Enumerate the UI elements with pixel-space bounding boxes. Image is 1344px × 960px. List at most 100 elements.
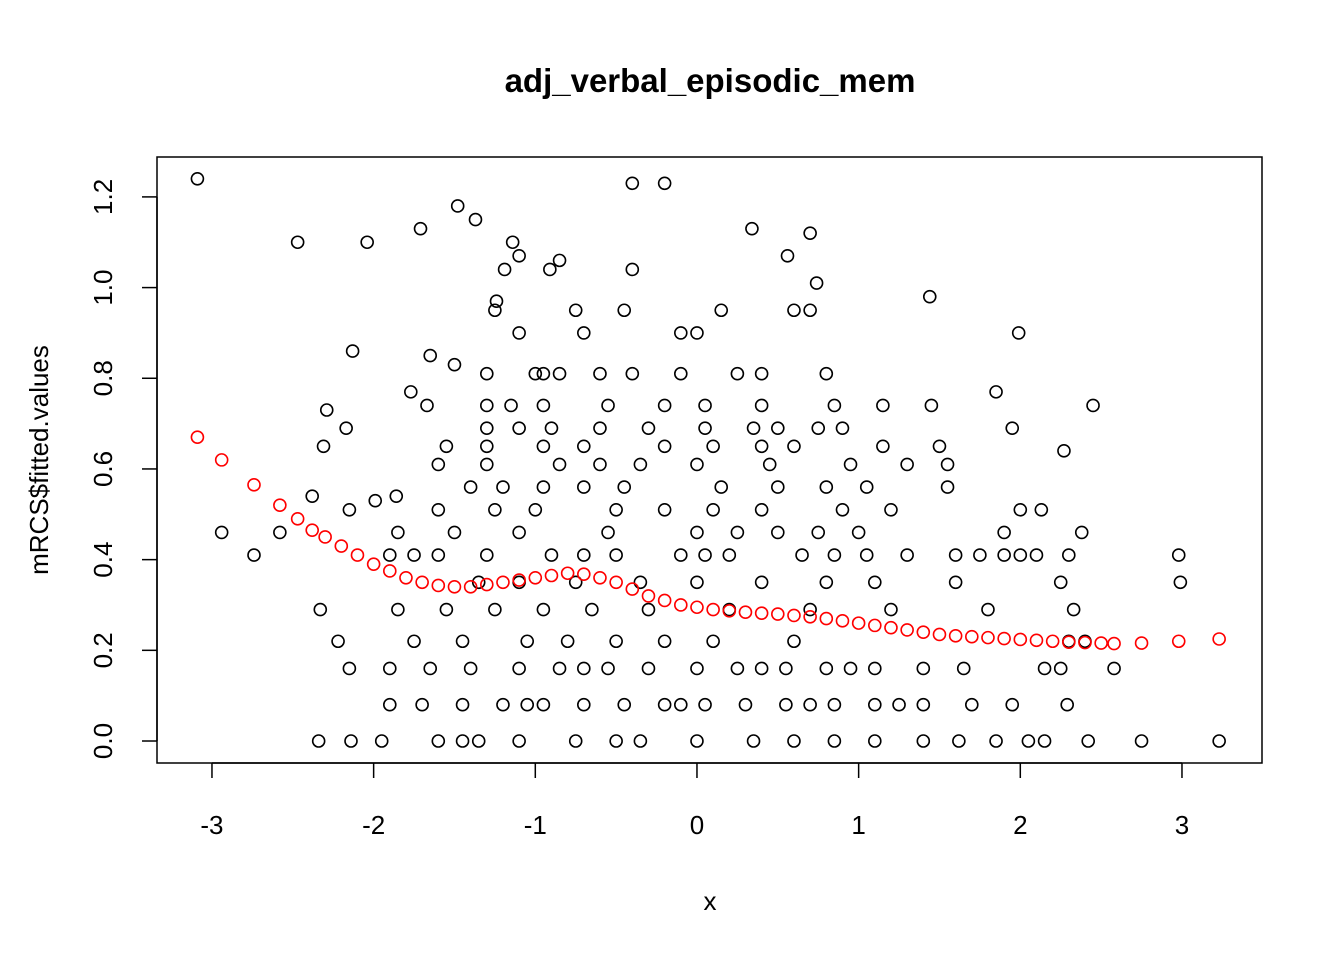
point: [389, 489, 404, 503]
point: [601, 525, 615, 540]
point: [625, 262, 640, 277]
point: [754, 366, 769, 381]
point: [431, 457, 446, 472]
point: [1134, 734, 1149, 748]
point: [247, 478, 261, 492]
point: [305, 523, 320, 537]
point: [463, 480, 478, 494]
point: [948, 629, 963, 643]
point: [536, 602, 551, 617]
x-tick-label: 2: [1013, 810, 1027, 840]
point: [803, 609, 817, 624]
point: [480, 398, 494, 413]
point: [754, 606, 769, 620]
point: [318, 530, 332, 544]
point: [214, 453, 229, 467]
point: [657, 176, 672, 191]
point: [803, 303, 817, 318]
point: [779, 697, 793, 712]
point: [420, 398, 434, 413]
point: [819, 575, 834, 590]
point: [544, 421, 559, 435]
point: [577, 480, 591, 494]
point: [1013, 632, 1028, 647]
point: [536, 697, 551, 712]
point: [489, 294, 504, 308]
point: [868, 575, 882, 590]
point: [450, 199, 465, 213]
point: [674, 366, 688, 381]
point: [480, 421, 494, 435]
point: [496, 575, 510, 590]
point: [552, 366, 567, 381]
point: [657, 634, 672, 649]
point: [585, 602, 599, 617]
point: [876, 439, 890, 454]
point: [543, 262, 557, 277]
point: [560, 634, 575, 649]
point: [391, 525, 405, 540]
point: [609, 634, 623, 649]
point: [657, 697, 672, 712]
point: [1057, 444, 1071, 458]
point: [924, 398, 939, 413]
x-tick-label: -1: [524, 810, 547, 840]
point: [496, 480, 510, 494]
point: [745, 221, 759, 236]
point: [819, 661, 834, 676]
point: [1212, 734, 1226, 748]
point: [1037, 661, 1052, 676]
point: [657, 398, 672, 413]
point: [948, 548, 963, 562]
point: [360, 235, 374, 250]
point: [617, 697, 632, 712]
point: [884, 620, 898, 635]
point: [447, 357, 462, 372]
point: [311, 734, 326, 748]
point: [496, 697, 510, 712]
point: [319, 403, 334, 417]
point: [560, 566, 575, 581]
point: [690, 326, 704, 340]
point: [391, 602, 405, 617]
point: [730, 525, 745, 540]
point: [1066, 602, 1081, 617]
point: [1011, 326, 1026, 340]
point: [593, 366, 607, 381]
point: [1081, 734, 1096, 748]
point: [468, 212, 483, 227]
point: [505, 235, 520, 250]
point: [690, 734, 704, 748]
point: [512, 661, 526, 676]
point: [1074, 525, 1089, 540]
point: [819, 611, 834, 626]
point: [1045, 634, 1060, 649]
point: [843, 661, 858, 676]
point: [609, 575, 623, 590]
point: [754, 398, 769, 413]
point: [827, 697, 842, 712]
point: [690, 575, 704, 590]
point: [423, 348, 438, 363]
point: [368, 493, 383, 508]
point: [714, 480, 729, 494]
x-tick-label: -3: [200, 810, 223, 840]
point: [884, 502, 898, 517]
point: [900, 548, 914, 562]
point: [706, 634, 720, 649]
point: [698, 697, 712, 712]
point: [811, 421, 826, 435]
y-tick-label: 0.4: [88, 542, 118, 578]
point: [989, 734, 1003, 748]
point: [577, 697, 591, 712]
point: [956, 661, 971, 676]
point: [463, 661, 478, 676]
point: [528, 570, 543, 585]
point: [868, 697, 882, 712]
point: [214, 525, 229, 540]
point: [698, 421, 712, 435]
x-tick-label: -2: [362, 810, 385, 840]
point: [922, 289, 937, 304]
point: [835, 502, 850, 517]
point: [190, 430, 205, 445]
